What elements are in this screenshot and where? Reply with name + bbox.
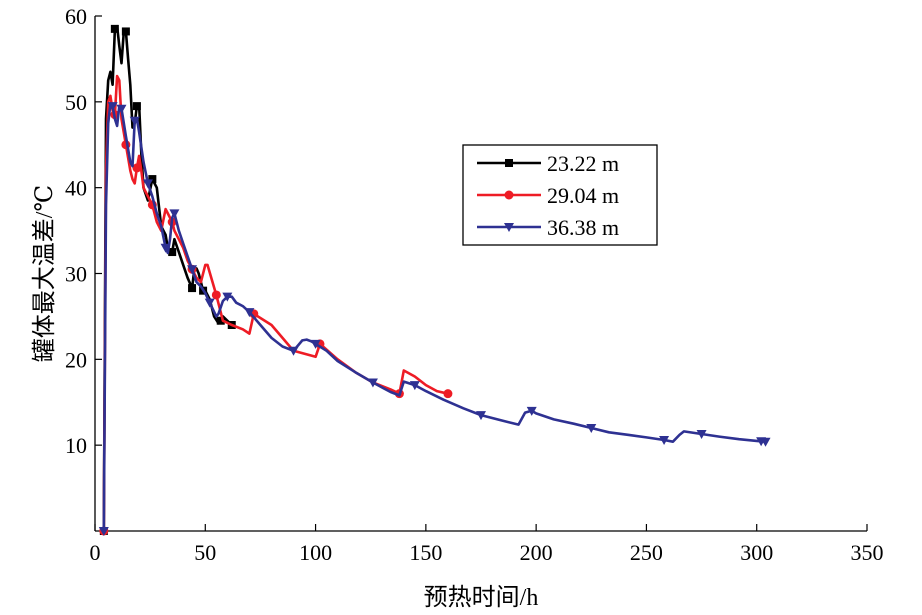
data-point xyxy=(443,389,453,399)
legend-marker xyxy=(504,223,514,232)
data-point xyxy=(586,424,597,433)
data-point xyxy=(132,102,141,111)
x-tick-label: 100 xyxy=(299,540,332,565)
data-point xyxy=(216,316,225,325)
y-tick-label: 40 xyxy=(65,176,87,201)
data-point xyxy=(188,284,197,293)
x-tick-label: 0 xyxy=(90,540,101,565)
data-point xyxy=(310,339,321,349)
y-tick-label: 60 xyxy=(65,4,87,29)
legend-entry: 36.38 m xyxy=(477,215,619,240)
data-point xyxy=(169,209,180,219)
legend-marker xyxy=(504,190,514,200)
data-point xyxy=(116,104,127,114)
legend-marker xyxy=(505,159,513,167)
data-point xyxy=(142,179,153,189)
data-point xyxy=(696,430,707,440)
data-point xyxy=(476,411,486,421)
data-point xyxy=(204,298,215,308)
data-point xyxy=(244,308,255,318)
x-tick-label: 50 xyxy=(194,540,216,565)
data-point xyxy=(107,102,118,112)
x-tick-label: 300 xyxy=(740,540,773,565)
y-tick-label: 10 xyxy=(65,433,87,458)
legend-label: 23.22 m xyxy=(547,151,619,176)
data-point xyxy=(168,248,177,257)
x-axis-title: 预热时间/h xyxy=(424,584,539,611)
series-2 xyxy=(99,74,453,536)
legend-label: 36.38 m xyxy=(547,215,619,240)
data-point xyxy=(288,346,299,356)
legend-entry: 29.04 m xyxy=(477,183,619,208)
data-point xyxy=(132,163,142,173)
x-tick-label: 200 xyxy=(520,540,553,565)
x-tick-label: 150 xyxy=(409,540,442,565)
data-point xyxy=(187,265,198,275)
data-point xyxy=(98,527,109,536)
y-ticks: 10 20 30 40 50 60 xyxy=(65,4,102,458)
y-tick-label: 50 xyxy=(65,90,87,115)
legend: 23.22 m 29.04 m 36.38 m xyxy=(462,144,658,246)
y-axis-title: 罐体最大温差/℃ xyxy=(31,185,58,363)
legend-entry: 23.22 m xyxy=(477,151,619,176)
series-3 xyxy=(98,102,771,536)
legend-label: 29.04 m xyxy=(547,183,619,208)
data-point xyxy=(760,437,771,447)
data-point xyxy=(367,378,378,388)
series-layer xyxy=(98,24,771,536)
data-point xyxy=(110,24,119,33)
legend-items: 23.22 m 29.04 m 36.38 m xyxy=(477,151,619,240)
series-line xyxy=(102,74,450,533)
data-point xyxy=(160,243,171,253)
data-point xyxy=(526,406,537,416)
x-ticks: 0 50 100 150 200 250 300 350 xyxy=(90,524,884,565)
x-tick-label: 250 xyxy=(630,540,663,565)
data-point xyxy=(409,381,420,391)
series-line xyxy=(102,102,767,533)
data-point xyxy=(211,290,221,300)
y-tick-label: 30 xyxy=(65,262,87,287)
y-tick-label: 20 xyxy=(65,347,87,372)
data-point xyxy=(129,116,140,126)
data-point xyxy=(222,292,233,302)
data-point xyxy=(659,436,670,446)
data-point xyxy=(148,175,157,184)
x-tick-label: 350 xyxy=(851,540,884,565)
data-point xyxy=(121,27,130,36)
